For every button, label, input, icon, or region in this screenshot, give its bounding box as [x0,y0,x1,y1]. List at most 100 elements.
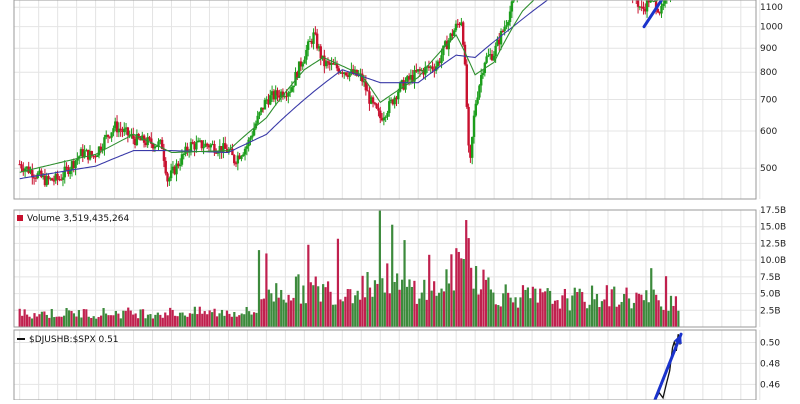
candle-body [465,64,468,107]
volume-bar [92,316,95,327]
candle-body [171,166,175,171]
volume-bar [25,314,29,327]
volume-bar [583,301,586,327]
candle-body [92,155,95,157]
candle-body [151,143,155,149]
volume-bar [208,310,211,327]
volume-bar [90,317,93,327]
price-trend-arrow [642,0,664,29]
candle-body [79,149,83,157]
ratio-grid [14,330,761,400]
volume-bar [341,301,344,327]
volume-bar [627,298,631,327]
volume-bar [28,316,31,327]
volume-bar [30,318,34,327]
volume-bar [191,313,194,327]
volume-bar [610,289,613,327]
candle-body [178,164,182,167]
volume-bar [97,316,100,327]
candle-body [640,6,643,8]
candle-body [314,32,317,34]
volume-bar [433,281,436,327]
volume-bar [664,276,668,327]
candle-body [654,0,658,10]
volume-bar [18,308,21,327]
volume-bar [107,315,110,327]
volume-bar [455,248,458,327]
candle-body [350,69,353,73]
volume-bar [102,308,105,327]
candle-body [85,149,88,152]
volume-bar [514,297,517,327]
volume-bar [479,289,483,327]
candle-body [166,173,169,182]
volume-bar [474,266,478,327]
candle-body [177,163,180,167]
volume-bar [188,313,192,327]
volume-bar [45,314,48,327]
candle-body [196,140,200,142]
candle-body [389,99,393,102]
candle-body [105,134,108,138]
candle-body [119,128,122,131]
ratio-y-axis: 0.46 0.48 0.50 [760,339,780,391]
volume-bar [546,288,549,327]
candle-body [487,55,490,57]
candle-body [182,153,185,155]
candle-body [296,71,299,78]
candle-body [303,59,306,64]
volume-bar [548,290,552,327]
volume-y-tick-label: 2.5B [760,306,781,316]
volume-bar [270,293,273,327]
volume-bar [420,292,423,327]
candle-body [308,41,312,43]
volume-bar [58,316,61,327]
candle-body [200,140,203,149]
candle-body [407,76,411,80]
ratio-panel: 0.46 0.48 0.50 $DJUSHB:$SPX 0.51 [14,330,780,404]
candle-body [427,66,431,68]
candle-body [442,45,445,56]
volume-bar [405,286,409,327]
candle-body [638,6,642,8]
price-smas [19,0,660,180]
volume-bar [129,310,132,327]
ratio-arrow-shaft [652,332,683,403]
candle-body [662,3,665,6]
candle-body [278,95,281,98]
volume-bar [297,274,300,327]
candle-body [400,80,404,83]
candle-body [216,152,220,154]
volume-bar [499,306,502,327]
candle-body [108,136,112,138]
volume-bar [447,283,451,327]
volume-panel: 2.5B 5.0B 7.5B 10.0B 12.5B 15.0B 17.5B Volume … [14,206,786,327]
volume-bar [568,310,571,327]
volume-bar [154,314,157,327]
candle-body [481,73,485,75]
candle-body [251,135,254,138]
volume-bar [608,306,611,327]
candle-body [299,61,303,67]
volume-bar [309,282,312,327]
candle-body [411,75,414,82]
candle-body [222,143,225,153]
candle-body [416,69,420,72]
panel-frame-0 [13,0,757,200]
volume-bar [593,299,596,327]
volume-bar [60,316,63,327]
candle-body [133,138,137,145]
volume-bar [425,299,428,327]
volume-bar [363,297,367,327]
candle-body [377,108,380,111]
volume-bar [38,314,41,327]
volume-bar [502,293,505,327]
volume-bar [618,304,621,327]
volume-bar [225,310,229,327]
volume-bar [156,312,159,327]
candle-body [144,142,148,146]
candle-body [366,90,369,92]
volume-bar [223,315,226,327]
candle-body [352,69,355,75]
volume-y-tick-label: 5.0B [760,290,781,300]
